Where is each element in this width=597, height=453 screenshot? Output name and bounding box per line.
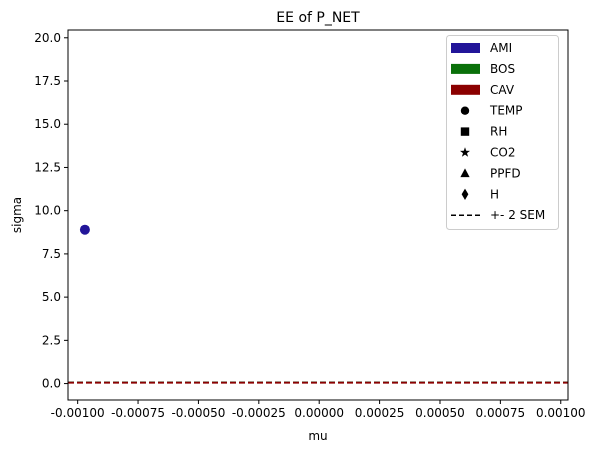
x-tick-label: -0.00050 — [171, 406, 225, 420]
legend-swatch — [451, 43, 480, 53]
data-point — [79, 224, 90, 235]
x-tick-label: 0.00000 — [294, 406, 344, 420]
y-tick-label: 17.5 — [34, 74, 61, 88]
legend-marker-circle — [460, 106, 470, 115]
x-tick-label: -0.00025 — [232, 406, 286, 420]
legend-frame — [446, 35, 559, 230]
x-tick-label: -0.00075 — [111, 406, 165, 420]
legend-label: CO2 — [490, 146, 515, 160]
y-tick-label: 2.5 — [42, 333, 61, 347]
x-axis: -0.00100 -0.00075 -0.00050 -0.00025 0.00000 0… — [51, 400, 586, 420]
legend-label: BOS — [490, 62, 515, 76]
legend-marker-star — [460, 147, 470, 157]
y-axis: 0.0 2.5 5.0 7.5 10.0 12.5 15.0 17.5 20.0 — [34, 31, 68, 391]
legend-label: RH — [490, 125, 507, 139]
legend-marker-triangle — [460, 168, 470, 178]
legend-label: TEMP — [489, 104, 523, 118]
legend-label: AMI — [490, 41, 512, 55]
legend: AMI BOS CAV TEMP RH CO2 PPFD H +- 2 SEM — [446, 35, 559, 230]
x-tick-label: 0.00075 — [476, 406, 526, 420]
data-points — [79, 224, 90, 235]
y-axis-label: sigma — [10, 197, 24, 233]
legend-label: H — [490, 187, 499, 201]
x-tick-label: 0.00100 — [536, 406, 586, 420]
legend-swatch — [451, 84, 480, 95]
y-tick-label: 10.0 — [34, 204, 61, 218]
y-tick-label: 20.0 — [34, 31, 61, 45]
x-tick-label: -0.00100 — [51, 406, 105, 420]
y-tick-label: 7.5 — [42, 247, 61, 261]
y-tick-label: 12.5 — [34, 160, 61, 174]
legend-marker-diamond — [461, 188, 469, 200]
legend-marker-square — [460, 127, 470, 136]
legend-swatch — [451, 63, 480, 74]
x-axis-label: mu — [308, 429, 327, 443]
legend-label: +- 2 SEM — [490, 208, 545, 222]
chart-title: EE of P_NET — [276, 10, 360, 26]
legend-label: PPFD — [490, 166, 521, 180]
y-tick-label: 15.0 — [34, 117, 61, 131]
y-tick-label: 5.0 — [42, 290, 61, 304]
x-tick-label: 0.00025 — [355, 406, 405, 420]
x-tick-label: 0.00050 — [415, 406, 465, 420]
legend-label: CAV — [490, 83, 515, 97]
y-tick-label: 0.0 — [42, 377, 61, 391]
plot-frame — [67, 29, 569, 401]
